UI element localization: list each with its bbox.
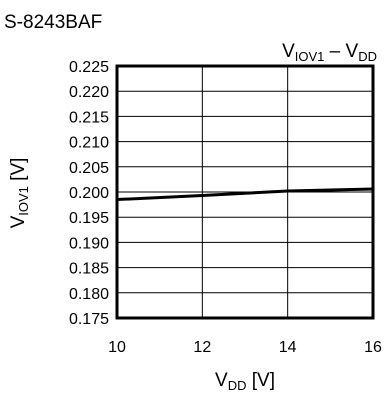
chart-subtitle: VIOV1 – VDD [282,41,377,64]
y-tick-labels: 0.175 0.180 0.185 0.190 0.195 0.200 0.205 0.210… [69,59,109,328]
x-axis-label: VDD [V] [215,370,275,393]
x-tick-label: 10 [108,339,126,356]
x-tick-label: 14 [279,339,297,356]
y-tick-label: 0.175 [69,311,109,328]
y-tick-label: 0.225 [69,59,109,76]
y-tick-label: 0.205 [69,160,109,177]
y-tick-label: 0.220 [69,84,109,101]
series-line [116,187,374,202]
plot-frame [115,64,375,320]
series-layer [116,187,374,202]
chart-title: S-8243BAF [4,12,102,33]
x-tick-label: 16 [364,339,382,356]
y-tick-label: 0.200 [69,185,109,202]
y-tick-label: 0.195 [69,210,109,227]
y-axis-label: VIOV1 [V] [8,158,31,229]
y-tick-label: 0.180 [69,286,109,303]
x-tick-labels: 10 12 14 16 [108,339,382,356]
x-tick-label: 12 [193,339,211,356]
y-tick-label: 0.215 [69,109,109,126]
y-tick-label: 0.210 [69,135,109,152]
y-tick-label: 0.190 [69,235,109,252]
y-tick-label: 0.185 [69,261,109,278]
